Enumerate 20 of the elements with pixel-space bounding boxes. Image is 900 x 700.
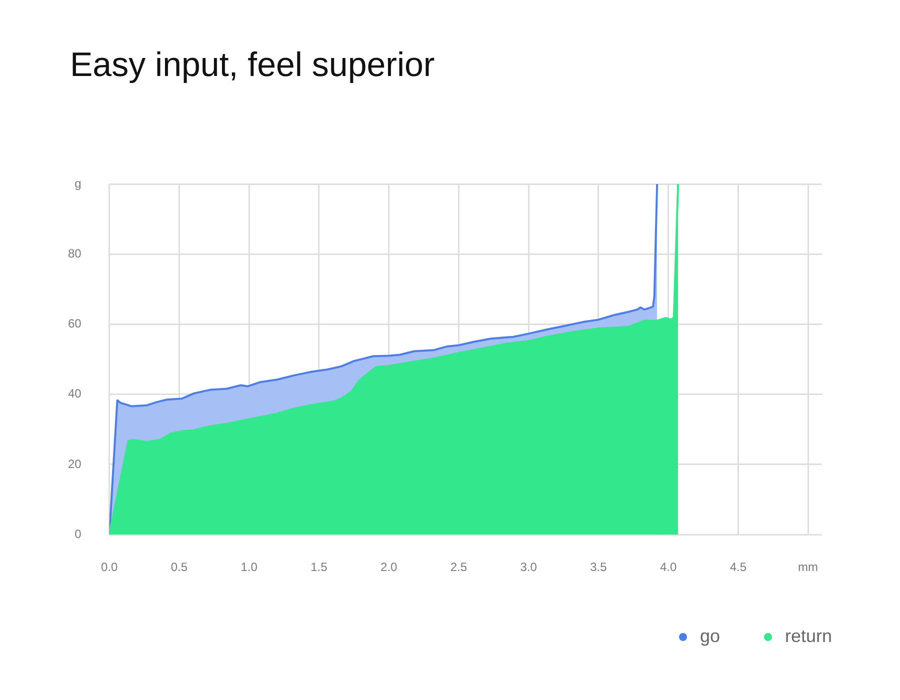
x-tick-label: 1.5 <box>310 560 328 574</box>
x-tick-label: 0.5 <box>170 560 188 574</box>
x-tick-label: 2.5 <box>450 560 468 574</box>
x-tick-label: 0.0 <box>101 560 118 574</box>
x-tick-label: 3.0 <box>520 560 538 574</box>
y-tick-label: g <box>74 176 82 190</box>
y-tick-label: 20 <box>68 456 82 471</box>
x-tick-label: 4.0 <box>660 560 677 574</box>
x-tick-label: 2.0 <box>380 560 398 574</box>
x-tick-label: 4.5 <box>730 560 747 574</box>
y-tick-label: 40 <box>68 386 82 401</box>
legend-label: return <box>784 626 832 647</box>
y-tick-label: 80 <box>68 246 82 260</box>
y-tick-label: 60 <box>68 316 82 331</box>
y-tick-label: 0 <box>74 526 82 541</box>
x-tick-label: 1.0 <box>240 560 258 574</box>
x-tick-label: 3.5 <box>590 560 608 574</box>
legend-label: go <box>700 626 720 647</box>
x-tick-label: mm <box>798 560 818 574</box>
chart-title: Easy input, feel superior <box>70 46 435 85</box>
